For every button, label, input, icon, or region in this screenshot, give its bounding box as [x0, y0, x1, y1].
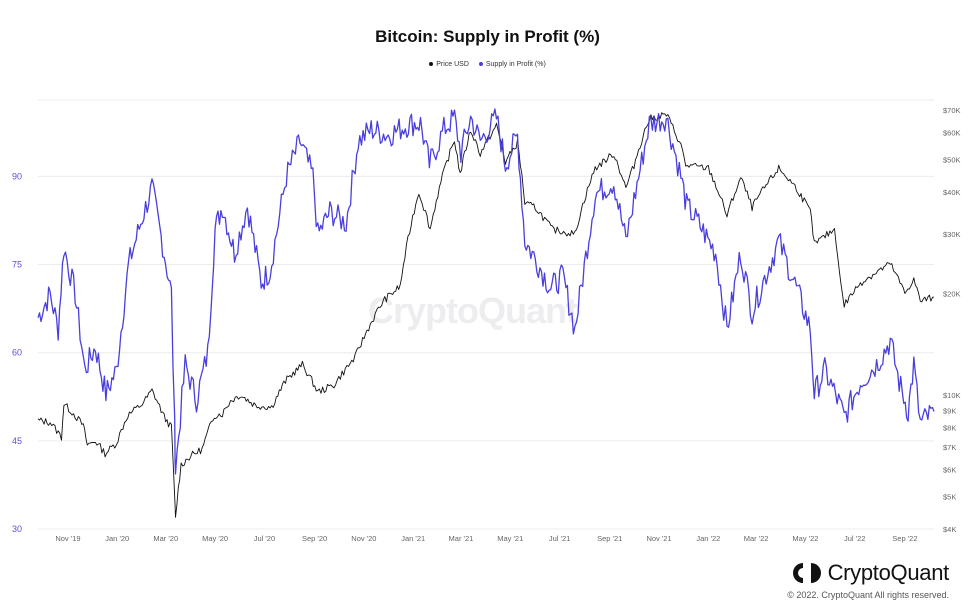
- left-axis-ticks: 30 45 60 75 90: [12, 171, 22, 534]
- x-tick-label: Jan '22: [696, 534, 720, 543]
- y-right-tick-label: $50K: [943, 155, 961, 164]
- legend-item-price[interactable]: Price USD: [429, 61, 469, 68]
- y-right-tick-label: $7K: [943, 443, 956, 452]
- x-tick-label: Mar '21: [449, 534, 474, 543]
- y-left-tick-label: 90: [12, 171, 22, 181]
- watermark: CryptoQuant: [368, 290, 578, 331]
- x-tick-label: Nov '19: [55, 534, 80, 543]
- y-right-tick-label: $40K: [943, 188, 961, 197]
- y-right-tick-label: $8K: [943, 424, 956, 433]
- legend-label-supply-profit: Supply in Profit (%): [485, 61, 546, 68]
- copyright: © 2022. CryptoQuant All rights reserved.: [787, 590, 949, 600]
- cryptoquant-logo-icon: [792, 563, 821, 583]
- y-right-tick-label: $5K: [943, 492, 956, 501]
- x-tick-label: Mar '22: [744, 534, 769, 543]
- y-left-tick-label: 75: [12, 260, 22, 270]
- legend-dot-price: [429, 62, 434, 67]
- right-axis-ticks: $4K $5K $6K $7K $8K $9K $10K $20K $30K $40K $50K $6…: [943, 106, 961, 534]
- x-tick-label: Mar '20: [153, 534, 178, 543]
- series-line-price: [37, 112, 934, 518]
- x-tick-label: May '20: [202, 534, 228, 543]
- x-axis-ticks: Nov '19 Jan '20 Mar '20 May '20 Jul '20 Sep '…: [55, 534, 917, 543]
- brand[interactable]: CryptoQuant: [792, 560, 949, 586]
- y-left-tick-label: 60: [12, 348, 22, 358]
- legend: Price USD Supply in Profit (%): [0, 61, 975, 68]
- x-tick-label: Nov '20: [351, 534, 376, 543]
- x-tick-label: Nov '21: [646, 534, 671, 543]
- y-left-tick-label: 45: [12, 436, 22, 446]
- y-right-tick-label: $30K: [943, 230, 961, 239]
- x-tick-label: Jan '21: [401, 534, 425, 543]
- brand-name: CryptoQuant: [827, 560, 950, 585]
- x-tick-label: May '22: [792, 534, 818, 543]
- x-tick-label: Sep '22: [892, 534, 917, 543]
- x-tick-label: Jul '22: [844, 534, 865, 543]
- y-right-tick-label: $9K: [943, 406, 956, 415]
- y-right-tick-label: $4K: [943, 525, 956, 534]
- y-right-tick-label: $60K: [943, 129, 961, 138]
- y-right-tick-label: $20K: [943, 289, 961, 298]
- y-right-tick-label: $70K: [943, 106, 961, 115]
- y-right-tick-label: $6K: [943, 466, 956, 475]
- series-lines: [37, 108, 935, 518]
- legend-dot-supply-profit: [478, 62, 483, 67]
- x-tick-label: Sep '21: [597, 534, 622, 543]
- chart-title: Bitcoin: Supply in Profit (%): [375, 27, 600, 46]
- x-tick-label: Jul '21: [549, 534, 570, 543]
- y-right-tick-label: $10K: [943, 391, 961, 400]
- x-tick-label: May '21: [497, 534, 523, 543]
- legend-item-supply-profit[interactable]: Supply in Profit (%): [478, 61, 546, 68]
- x-tick-label: Sep '20: [302, 534, 327, 543]
- x-tick-label: Jul '20: [254, 534, 275, 543]
- legend-label-price: Price USD: [436, 61, 469, 68]
- x-tick-label: Jan '20: [105, 534, 129, 543]
- series-line-supply-profit: [37, 108, 935, 475]
- y-left-tick-label: 30: [12, 524, 22, 534]
- grid-lines: [38, 99, 934, 530]
